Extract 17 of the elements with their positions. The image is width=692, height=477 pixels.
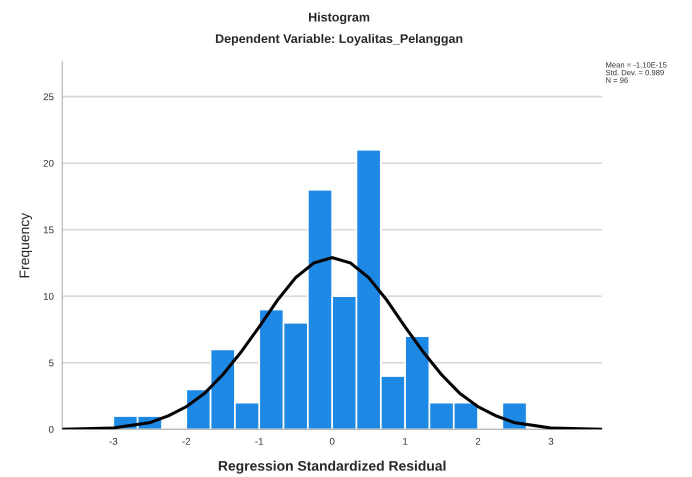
x-axis-title: Regression Standardized Residual [218, 460, 446, 474]
y-tick-label: 5 [48, 360, 54, 366]
x-tick-label: 2 [476, 438, 480, 445]
x-tick-label: -3 [109, 438, 118, 445]
x-tick-label: 1 [403, 438, 408, 445]
y-axis-title: Frequency [20, 212, 32, 278]
chart-subtitle: Dependent Variable: Loyalitas_Pelanggan [216, 34, 462, 46]
x-tick-label: 3 [548, 438, 554, 445]
y-tick-label: 10 [44, 292, 54, 300]
y-tick-label: 15 [44, 226, 54, 234]
chart-title: Histogram [309, 12, 370, 24]
y-tick-label: 25 [44, 93, 54, 100]
x-tick-label: -2 [182, 438, 190, 445]
y-tick-label: 20 [44, 160, 54, 167]
x-tick-label: 0 [330, 438, 334, 445]
x-tick-label: -1 [255, 438, 264, 445]
y-tick-label: 0 [48, 426, 54, 433]
